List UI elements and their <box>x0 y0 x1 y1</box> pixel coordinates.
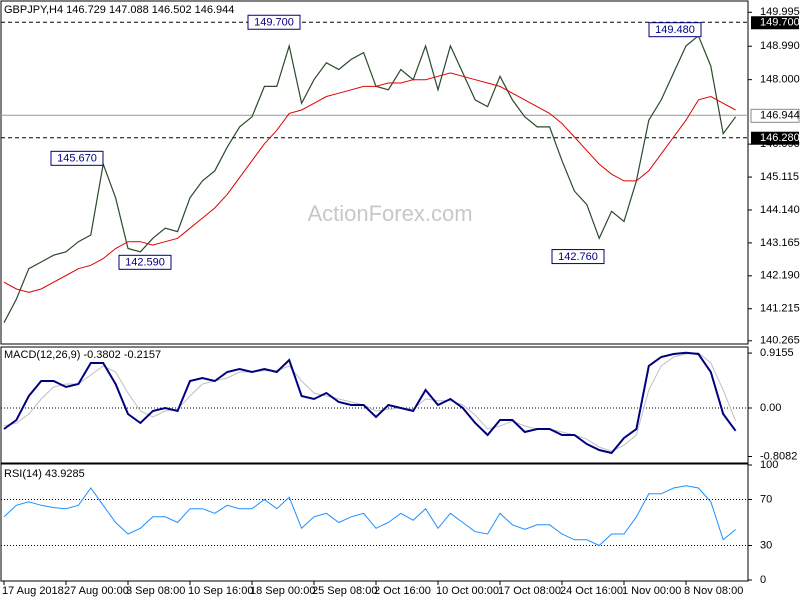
annotation-label: 149.480 <box>655 24 695 36</box>
last-price-box <box>750 108 800 123</box>
y-tick-label: 142.190 <box>760 270 800 282</box>
y-tick-label: 141.215 <box>760 303 800 315</box>
x-tick-label: 24 Oct 16:00 <box>560 585 623 597</box>
panel-title: GBPJPY,H4 146.729 147.088 146.502 146.94… <box>4 4 234 16</box>
last-price-label: 146.944 <box>760 110 800 122</box>
macd-panel-frame <box>0 346 749 464</box>
annotation-box <box>648 22 702 38</box>
y-tick-label: 0.00 <box>760 402 781 414</box>
x-tick-label: 27 Aug 00:00 <box>64 585 129 597</box>
level-label: 146.280 <box>760 132 800 144</box>
annotation-label: 142.590 <box>125 257 165 269</box>
x-tick-label: 10 Oct 00:00 <box>436 585 499 597</box>
annotation-box <box>247 14 301 30</box>
y-tick-label: 148.990 <box>760 40 800 52</box>
y-tick-label: 0 <box>760 574 766 586</box>
rsi-panel-frame <box>0 463 749 582</box>
series-line <box>3 72 736 293</box>
series-line <box>3 485 736 547</box>
annotation-label: 145.670 <box>57 153 97 165</box>
annotation-label: 142.760 <box>558 251 598 263</box>
x-tick-label: 25 Sep 08:00 <box>312 585 377 597</box>
y-tick-label: 144.140 <box>760 204 800 216</box>
x-tick-label: 3 Sep 08:00 <box>126 585 185 597</box>
y-tick-label: 149.995 <box>760 6 800 18</box>
main-panel-frame <box>0 0 749 345</box>
x-tick-label: 8 Nov 08:00 <box>684 585 743 597</box>
y-tick-label: 0.9155 <box>760 347 794 359</box>
level-label-box <box>751 16 799 30</box>
watermark: ActionForex.com <box>307 201 472 226</box>
x-tick-label: 1 Nov 00:00 <box>622 585 681 597</box>
y-tick-label: 148.000 <box>760 74 800 86</box>
level-label: 149.700 <box>760 17 800 29</box>
annotation-box <box>118 254 172 270</box>
panel-title: RSI(14) 43.9285 <box>4 468 85 480</box>
series-line <box>3 34 737 323</box>
annotation-label: 149.700 <box>254 17 294 29</box>
y-tick-label: 140.265 <box>760 335 800 347</box>
y-tick-label: 70 <box>760 493 772 505</box>
y-tick-label: 30 <box>760 539 772 551</box>
x-tick-label: 18 Sep 00:00 <box>250 585 315 597</box>
y-tick-label: 100 <box>760 459 778 471</box>
annotation-box <box>50 150 104 166</box>
x-tick-label: 17 Aug 2018 <box>2 585 64 597</box>
series-line <box>3 351 737 455</box>
y-tick-label: 145.115 <box>760 171 799 183</box>
y-tick-label: 143.165 <box>760 237 800 249</box>
panel-title: MACD(12,26,9) -0.3802 -0.2157 <box>4 349 161 361</box>
x-tick-label: 10 Sep 16:00 <box>188 585 253 597</box>
annotation-box <box>551 249 605 265</box>
y-tick-label: -0.8082 <box>760 450 797 462</box>
x-tick-label: 17 Oct 08:00 <box>498 585 561 597</box>
x-tick-label: 2 Oct 16:00 <box>374 585 431 597</box>
level-label-box <box>751 131 799 145</box>
